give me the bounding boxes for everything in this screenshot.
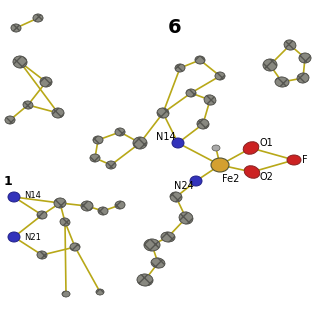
Ellipse shape: [243, 142, 259, 154]
Ellipse shape: [98, 207, 108, 215]
Text: 6: 6: [168, 18, 182, 37]
Ellipse shape: [8, 192, 20, 202]
Ellipse shape: [54, 198, 66, 208]
Ellipse shape: [23, 101, 33, 109]
Ellipse shape: [297, 73, 309, 83]
Ellipse shape: [13, 56, 27, 68]
Text: Fe2: Fe2: [222, 174, 239, 184]
Text: 1: 1: [4, 175, 13, 188]
Text: O2: O2: [260, 172, 274, 182]
Ellipse shape: [172, 138, 184, 148]
Ellipse shape: [106, 161, 116, 169]
Ellipse shape: [133, 137, 147, 149]
Ellipse shape: [215, 72, 225, 80]
Ellipse shape: [52, 108, 64, 118]
Text: O1: O1: [259, 138, 273, 148]
Ellipse shape: [144, 239, 160, 251]
Ellipse shape: [37, 251, 47, 259]
Ellipse shape: [60, 218, 70, 226]
Ellipse shape: [284, 40, 296, 50]
Ellipse shape: [170, 192, 182, 202]
Ellipse shape: [179, 212, 193, 224]
Text: N14: N14: [156, 132, 176, 142]
Ellipse shape: [90, 154, 100, 162]
Ellipse shape: [299, 53, 311, 63]
Ellipse shape: [212, 145, 220, 151]
Ellipse shape: [190, 176, 202, 186]
Text: N21: N21: [24, 233, 41, 242]
Ellipse shape: [211, 158, 229, 172]
Ellipse shape: [96, 289, 104, 295]
Ellipse shape: [161, 232, 175, 242]
Ellipse shape: [175, 64, 185, 72]
Ellipse shape: [263, 59, 277, 71]
Ellipse shape: [81, 201, 93, 211]
Ellipse shape: [137, 274, 153, 286]
Ellipse shape: [197, 119, 209, 129]
Text: N14: N14: [24, 190, 41, 199]
Ellipse shape: [37, 211, 47, 219]
Ellipse shape: [115, 201, 125, 209]
Ellipse shape: [40, 77, 52, 87]
Ellipse shape: [195, 56, 205, 64]
Text: F: F: [302, 155, 308, 165]
Ellipse shape: [275, 77, 289, 87]
Ellipse shape: [8, 232, 20, 242]
Ellipse shape: [151, 258, 165, 268]
Ellipse shape: [5, 116, 15, 124]
Ellipse shape: [62, 291, 70, 297]
Ellipse shape: [157, 108, 169, 118]
Ellipse shape: [70, 243, 80, 251]
Ellipse shape: [204, 95, 216, 105]
Ellipse shape: [115, 128, 125, 136]
Ellipse shape: [93, 136, 103, 144]
Ellipse shape: [186, 89, 196, 97]
Ellipse shape: [244, 166, 260, 178]
Text: N24: N24: [174, 181, 194, 191]
Ellipse shape: [33, 14, 43, 22]
Ellipse shape: [287, 155, 301, 165]
Ellipse shape: [11, 24, 21, 32]
